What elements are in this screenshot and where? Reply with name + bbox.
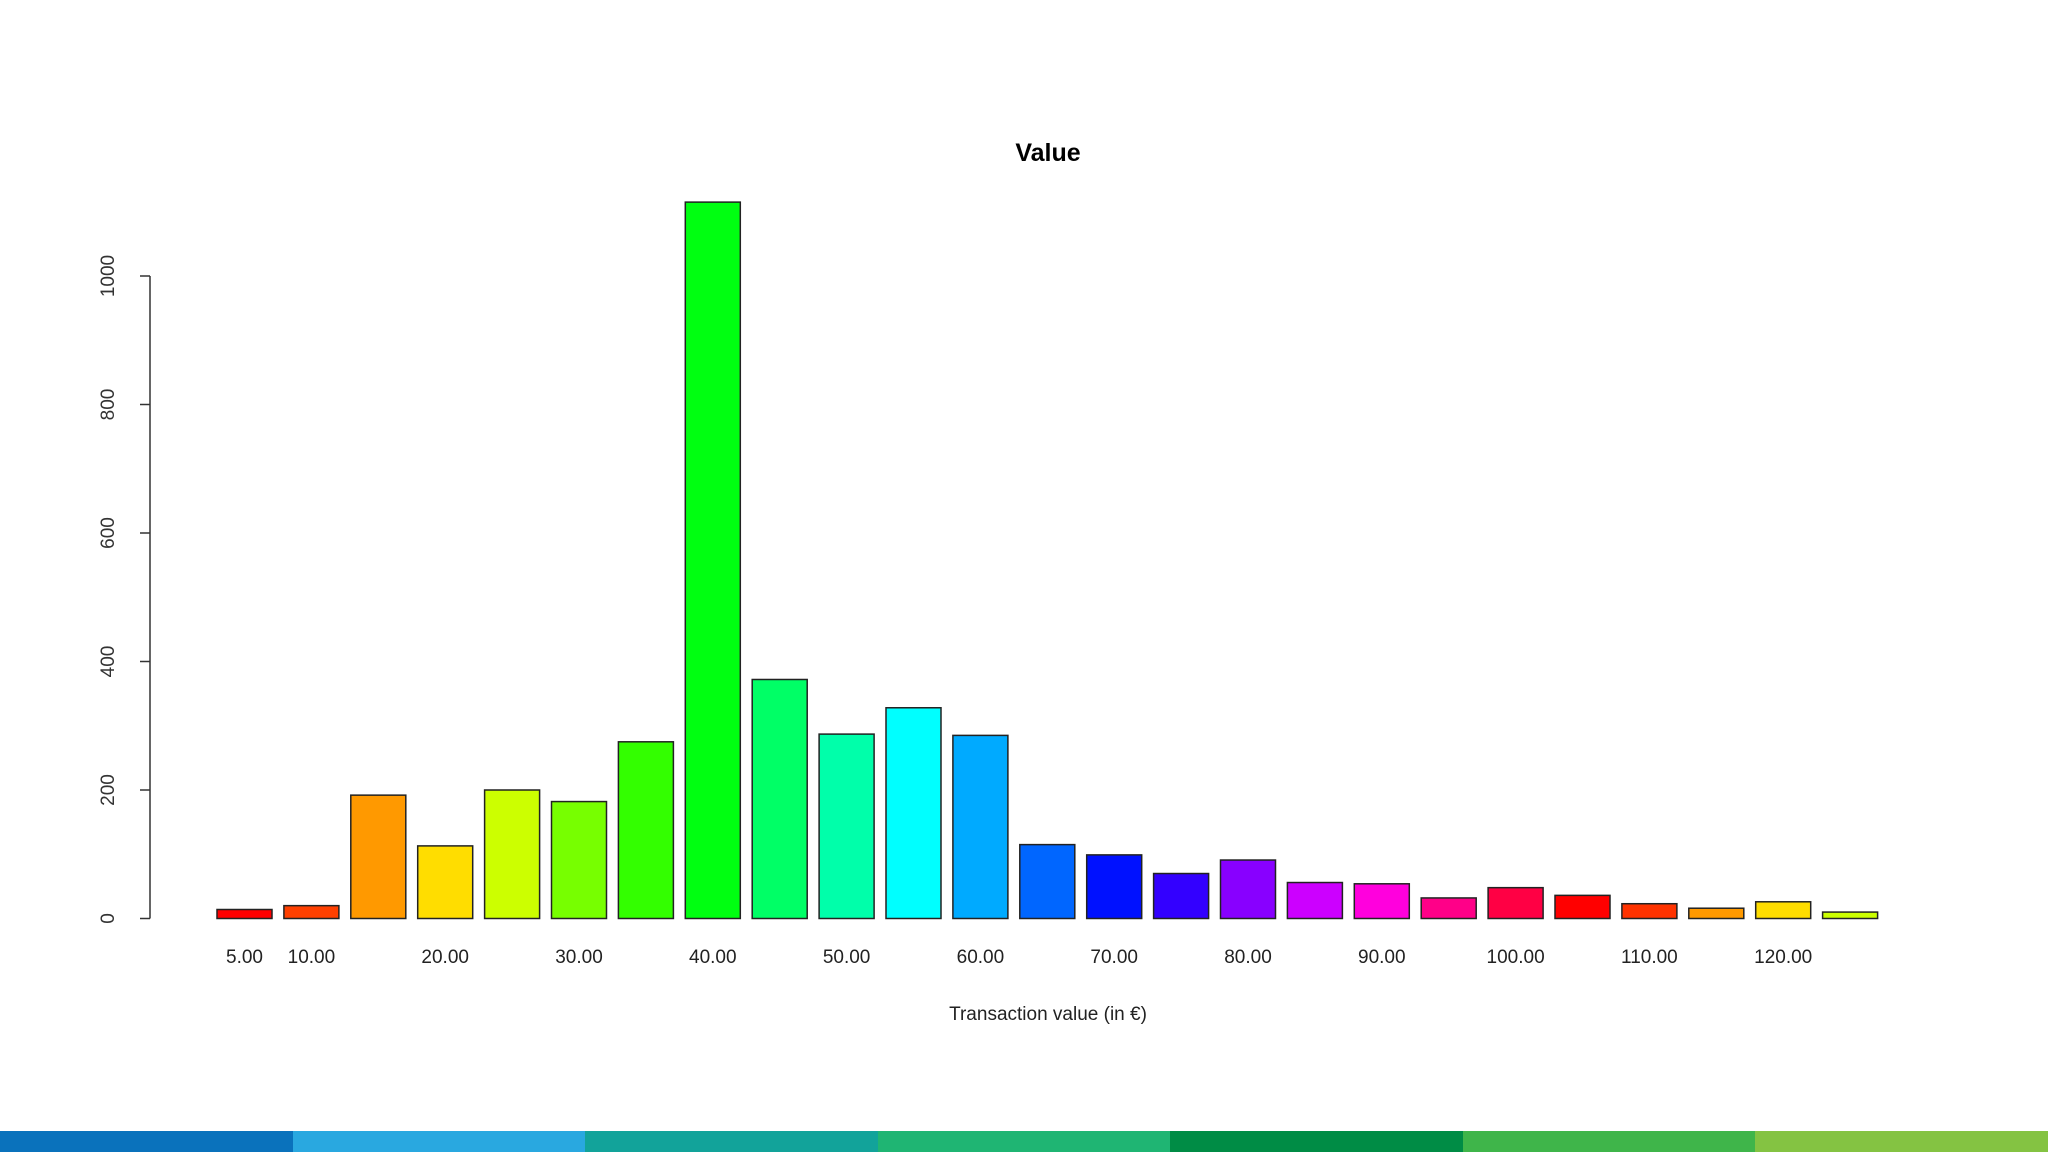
bar-60.00 [952,734,1009,920]
y-tick-label: 0 [98,913,119,924]
bar-85.00 [1286,881,1344,920]
x-tick-label: 120.00 [1754,947,1812,968]
bar-25.00 [483,789,541,920]
x-tick-label: 100.00 [1487,947,1545,968]
y-tick-label: 1000 [98,255,119,297]
bar-20.00 [416,845,474,920]
x-tick-label: 60.00 [957,947,1005,968]
bar-90.00 [1353,883,1411,920]
bar-120.00 [1754,901,1812,920]
footer-color-stripe [0,1131,2048,1152]
bar-110.00 [1621,902,1678,920]
bar-40.00 [684,201,742,920]
bar-115.00 [1688,907,1745,920]
bar-55.00 [885,707,942,920]
stripe-segment [877,1131,1171,1152]
stripe-segment [1170,1131,1463,1152]
stripe-segment [292,1131,586,1152]
x-tick-label: 70.00 [1090,947,1138,968]
bar-105.00 [1554,894,1611,920]
x-tick-label: 80.00 [1224,947,1272,968]
bar-50.00 [818,733,875,920]
x-tick-label: 10.00 [288,947,336,968]
bar-45.00 [751,678,808,920]
y-axis: 0 200 400 600 800 1000 [98,255,151,924]
stripe-segment [1755,1131,2048,1152]
x-axis-label: Transaction value (in €) [949,1004,1147,1025]
bar-70.00 [1085,854,1143,920]
x-tick-label: 40.00 [689,947,737,968]
bar-75.00 [1152,872,1210,920]
x-tick-label: 90.00 [1358,947,1406,968]
y-tick-label: 600 [98,517,119,549]
bar-35.00 [617,741,675,920]
chart-title: Value [1015,139,1080,167]
x-tick-label: 20.00 [421,947,469,968]
x-tick-label: 110.00 [1621,947,1678,968]
bar-15.00 [350,794,407,920]
bar-65.00 [1019,843,1076,920]
bar-5.00 [216,908,273,920]
x-tick-label: 30.00 [555,947,603,968]
y-tick-label: 800 [98,389,119,421]
bars-group [216,201,1879,920]
stripe-segment [0,1131,293,1152]
bar-80.00 [1219,859,1277,920]
stripe-segment [1462,1131,1756,1152]
bar-125.00 [1821,911,1879,920]
y-tick-label: 200 [98,774,119,806]
x-tick-labels: 5.00 10.00 20.00 30.00 40.00 50.00 60.00 70.00 8… [226,947,1812,968]
bar-10.00 [283,904,340,920]
stripe-segment [585,1131,878,1152]
bar-30.00 [550,800,608,920]
x-tick-label: 50.00 [823,947,871,968]
bar-100.00 [1487,886,1544,920]
bar-95.00 [1420,897,1477,920]
x-tick-label: 5.00 [226,947,263,968]
y-tick-label: 400 [98,646,119,678]
